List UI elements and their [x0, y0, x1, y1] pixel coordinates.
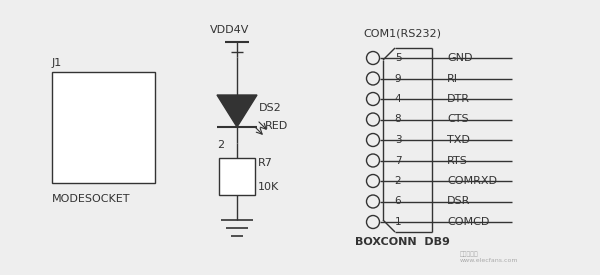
Text: 3: 3 [395, 135, 401, 145]
Text: RED: RED [265, 121, 288, 131]
Bar [219, 158, 255, 195]
Text: TXD: TXD [447, 135, 470, 145]
Text: 8: 8 [395, 114, 401, 125]
Text: BOXCONN  DB9: BOXCONN DB9 [355, 237, 450, 247]
Text: 6: 6 [395, 197, 401, 207]
Text: 2: 2 [395, 176, 401, 186]
Text: COMRXD: COMRXD [447, 176, 497, 186]
Text: 电子发烧友
www.elecfans.com: 电子发烧友 www.elecfans.com [460, 252, 518, 263]
Polygon shape [217, 95, 257, 127]
Text: DS2: DS2 [259, 103, 282, 113]
Text: 5: 5 [395, 53, 401, 63]
Text: RI: RI [447, 73, 458, 84]
Text: 2: 2 [217, 140, 224, 150]
Text: DSR: DSR [447, 197, 470, 207]
Text: 7: 7 [395, 155, 401, 166]
Text: VDD4V: VDD4V [210, 25, 250, 35]
Text: 10K: 10K [258, 182, 279, 192]
Text: R7: R7 [258, 158, 273, 168]
Text: RTS: RTS [447, 155, 468, 166]
Bar [52, 72, 155, 183]
Text: MODESOCKET: MODESOCKET [52, 194, 131, 204]
Text: DTR: DTR [447, 94, 470, 104]
Text: CTS: CTS [447, 114, 469, 125]
Text: 1: 1 [395, 217, 401, 227]
Text: 4: 4 [395, 94, 401, 104]
Text: J1: J1 [52, 58, 62, 68]
Text: COM1(RS232): COM1(RS232) [363, 28, 441, 38]
Text: GND: GND [447, 53, 473, 63]
Text: COMCD: COMCD [447, 217, 490, 227]
Text: 9: 9 [395, 73, 401, 84]
